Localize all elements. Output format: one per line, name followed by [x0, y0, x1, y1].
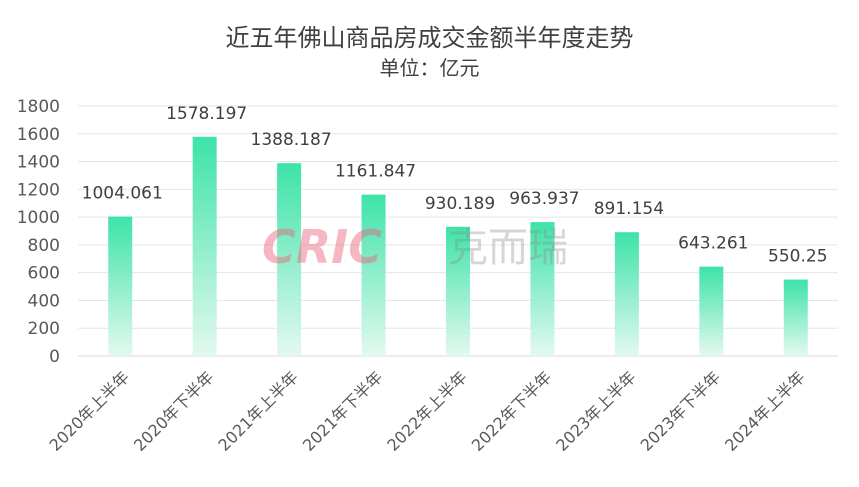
- y-tick-label: 800: [28, 236, 60, 256]
- watermark-cric-text: CRIC: [262, 220, 382, 274]
- y-tick-label: 1200: [17, 180, 60, 200]
- bar: [108, 216, 133, 356]
- data-label: 1578.197: [166, 104, 247, 124]
- y-tick-label: 200: [28, 319, 60, 339]
- x-tick-label: 2022年上半年: [383, 367, 470, 454]
- x-tick-label: 2021年上半年: [214, 367, 301, 454]
- bar: [530, 222, 555, 356]
- data-label: 1388.187: [251, 130, 332, 150]
- chart-title: 近五年佛山商品房成交金额半年度走势: [225, 24, 634, 52]
- x-tick-label: 2023年下半年: [637, 367, 724, 454]
- data-label: 930.189: [425, 194, 495, 214]
- y-axis-ticks: 0 200 400 600 800 1000 1200 1400 1600 1800: [17, 97, 60, 367]
- x-tick-label: 2024年上半年: [721, 367, 808, 454]
- bar: [614, 232, 639, 356]
- x-tick-label: 2023年上半年: [552, 367, 639, 454]
- bars: [108, 136, 808, 356]
- data-label: 550.25: [768, 247, 827, 267]
- bar: [192, 136, 217, 356]
- bar: [277, 163, 302, 356]
- chart-subtitle: 单位：亿元: [379, 56, 480, 80]
- bar: [699, 266, 724, 356]
- y-tick-label: 1000: [17, 208, 60, 228]
- y-tick-label: 1600: [17, 125, 60, 145]
- y-tick-label: 0: [49, 347, 60, 367]
- y-tick-label: 400: [28, 291, 60, 311]
- y-tick-label: 600: [28, 264, 60, 284]
- y-tick-label: 1800: [17, 97, 60, 117]
- data-label: 963.937: [509, 189, 579, 209]
- x-tick-label: 2022年下半年: [468, 367, 555, 454]
- data-label: 1004.061: [82, 184, 163, 204]
- data-label: 643.261: [678, 234, 748, 254]
- bar: [446, 226, 470, 356]
- data-label: 891.154: [594, 199, 664, 219]
- x-tick-label: 2020年下半年: [130, 367, 217, 454]
- bar: [783, 279, 808, 356]
- bar: [361, 194, 386, 356]
- x-tick-label: 2021年下半年: [299, 367, 386, 454]
- x-tick-label: 2020年上半年: [46, 367, 133, 454]
- watermark-cn-text: 克而瑞: [448, 225, 568, 271]
- data-label: 1161.847: [335, 162, 416, 182]
- x-axis-labels: 2020年上半年2020年下半年2021年上半年2021年下半年2022年上半年…: [46, 367, 809, 454]
- y-tick-label: 1400: [17, 153, 60, 173]
- watermark-logo: CRIC 克而瑞: [262, 220, 568, 274]
